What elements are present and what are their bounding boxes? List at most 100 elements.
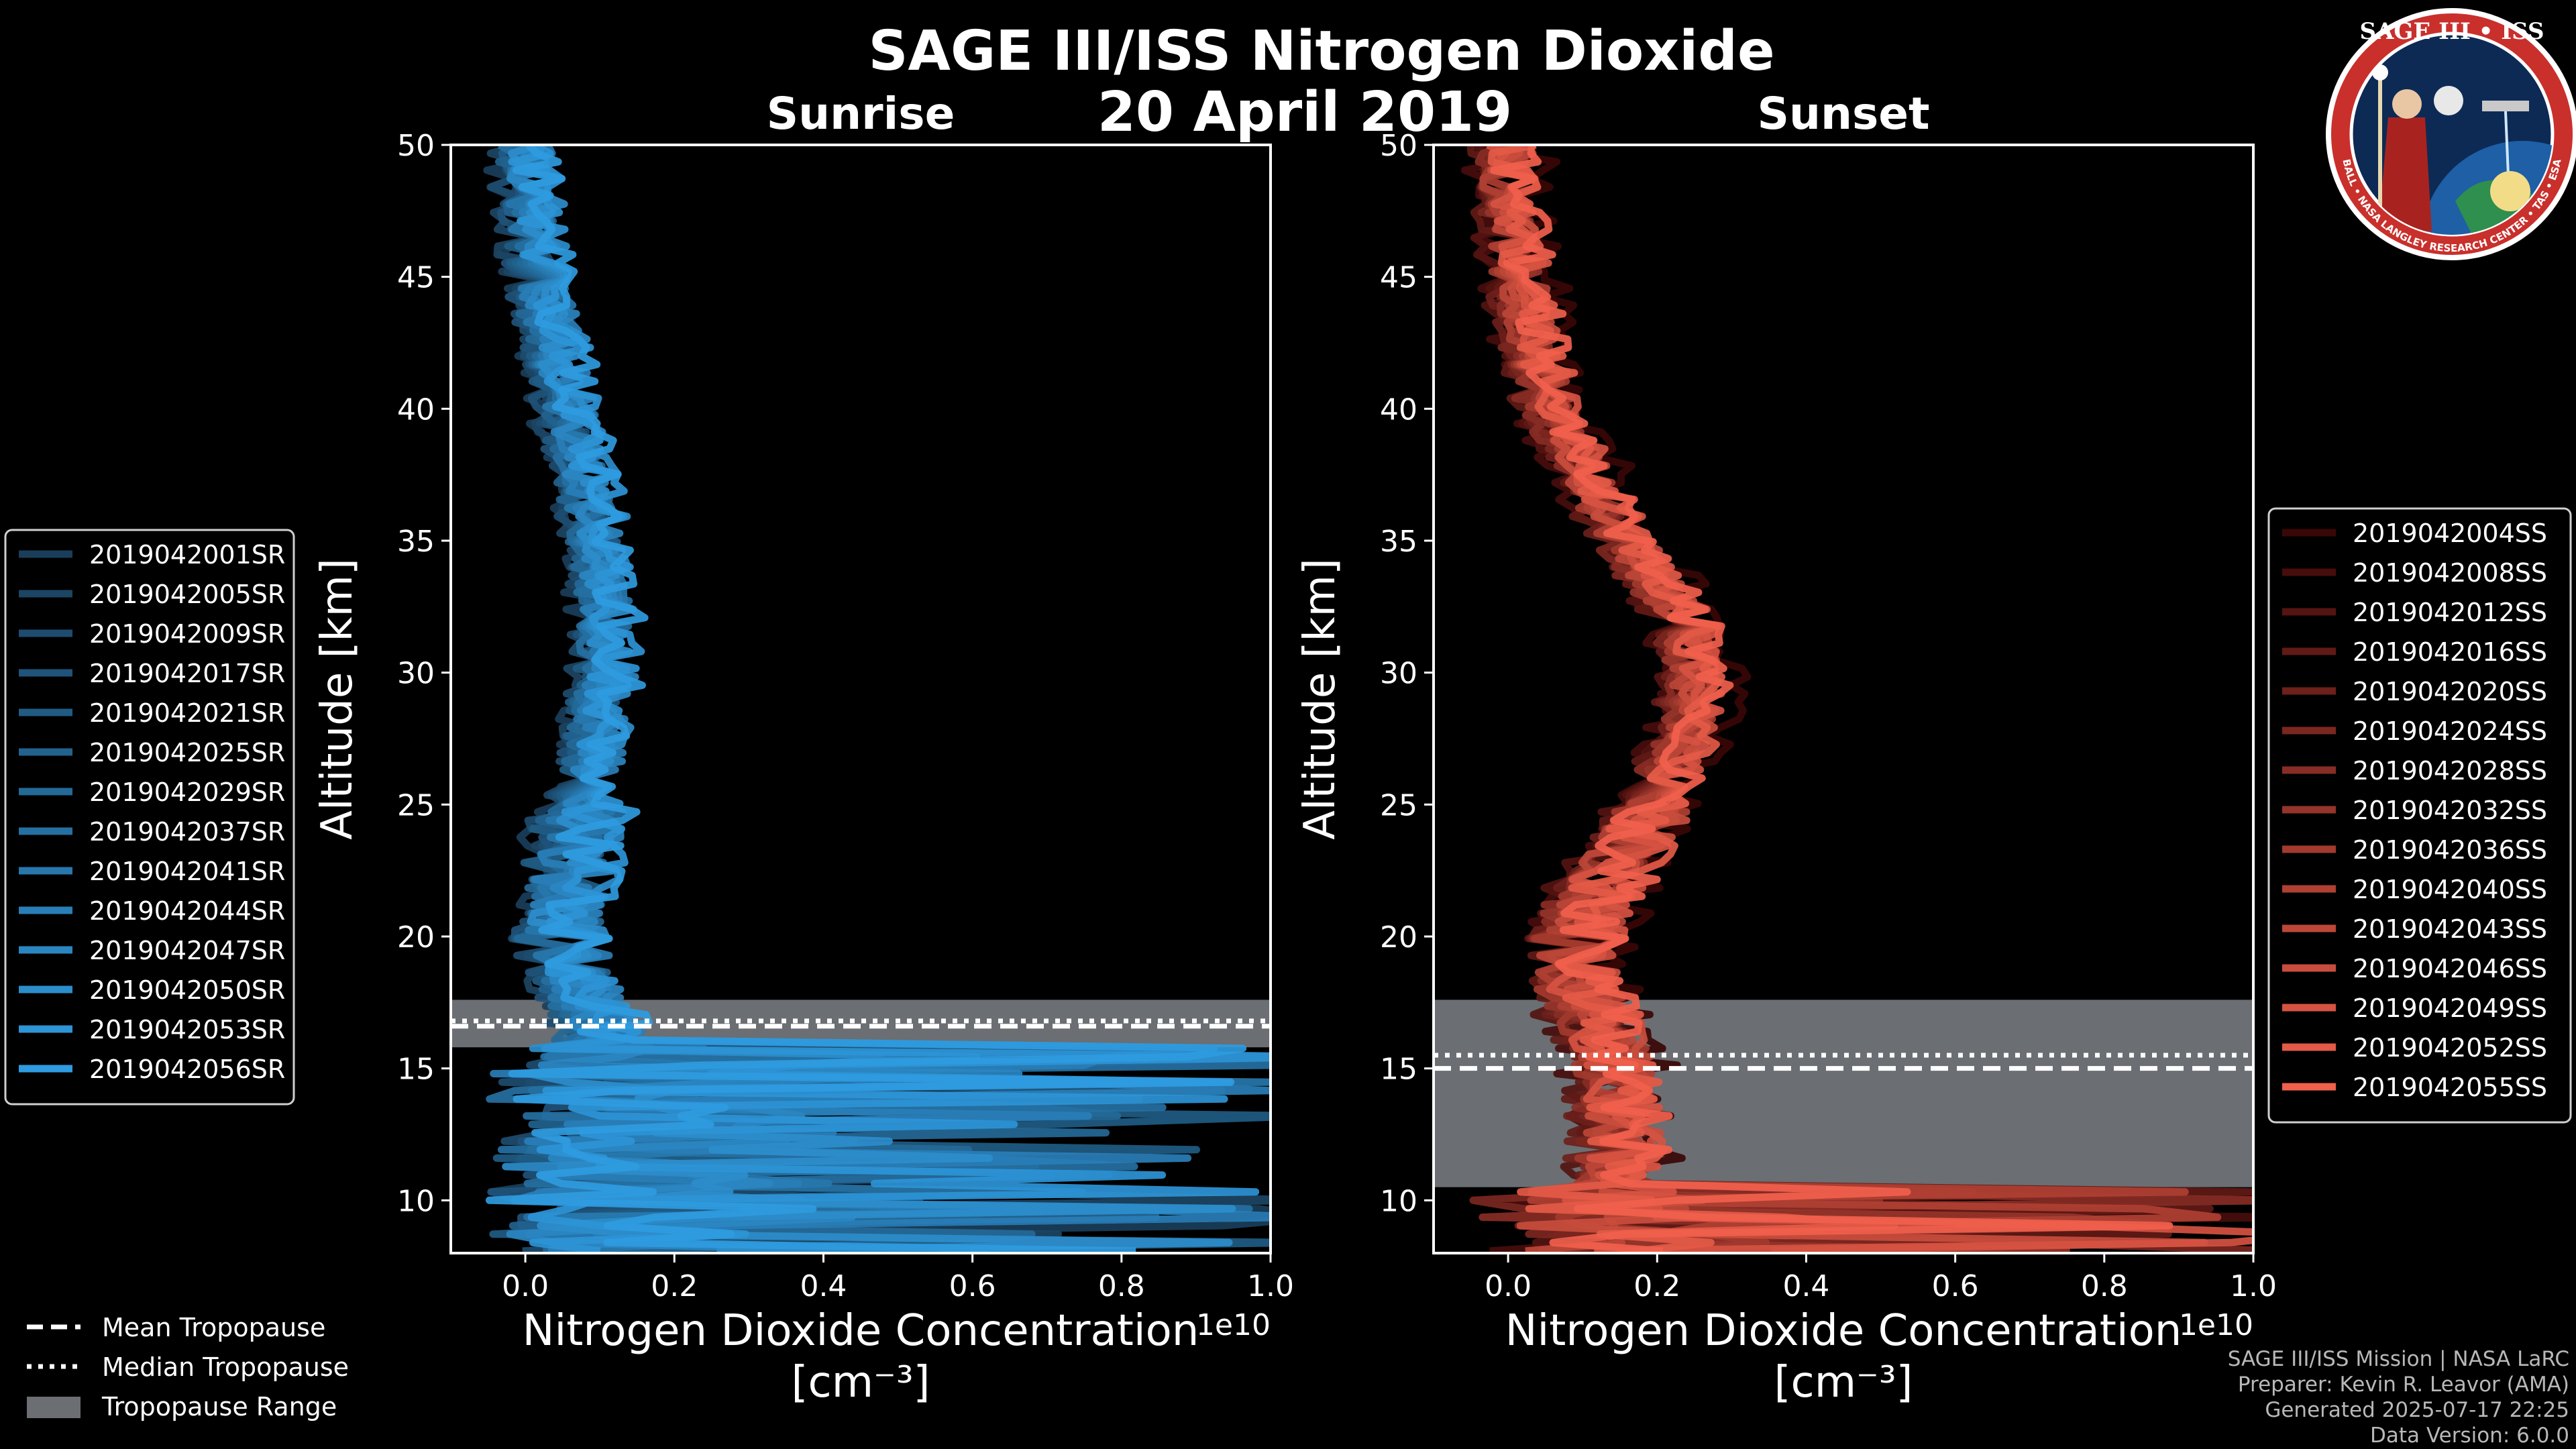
- x-tick-label: 1.0: [2230, 1269, 2277, 1303]
- y-tick-label: 30: [397, 657, 435, 691]
- legend-label: 2019042009SR: [89, 619, 285, 649]
- axes-frame: [449, 144, 1272, 1254]
- legend-label: 2019042056SR: [89, 1055, 285, 1084]
- moon: [2434, 86, 2463, 115]
- credits: SAGE III/ISS Mission | NASA LaRC Prepare…: [2228, 1347, 2569, 1448]
- x-tick-label: 0.8: [1098, 1269, 1145, 1303]
- mean-tropopause-label: Mean Tropopause: [102, 1313, 325, 1342]
- profile-line: [1501, 145, 1752, 1253]
- legend-label: 2019042028SS: [2353, 756, 2547, 786]
- y-axis-label: Altitude [km]: [313, 558, 362, 840]
- profile-line: [485, 145, 1247, 1253]
- y-tick-label: 45: [397, 261, 435, 295]
- legend-label: 2019042052SS: [2353, 1033, 2547, 1063]
- y-tick-label: 10: [1380, 1184, 1417, 1218]
- legend-label: 2019042008SS: [2353, 558, 2547, 588]
- legend-label: 2019042036SS: [2353, 835, 2547, 865]
- x-tick-label: 0.4: [800, 1269, 847, 1303]
- legend-box: [4, 529, 295, 1106]
- y-tick-label: 25: [397, 788, 435, 822]
- legend-label: 2019042047SR: [89, 936, 285, 965]
- axes-frame: [1432, 144, 2255, 1254]
- x-tick-label: 0.2: [651, 1269, 698, 1303]
- y-tick-label: 35: [1380, 525, 1417, 559]
- legend-label: 2019042025SR: [89, 738, 285, 767]
- sunrise-panel: Sunrise 0.0 0.2 0.4 0.6 0.8 1.0 10 15 20 25 30 35 40 4…: [4, 88, 1294, 1407]
- y-tick-label: 35: [397, 525, 435, 559]
- panel-title: Sunrise: [767, 88, 955, 140]
- legend-label: 2019042046SS: [2353, 954, 2547, 983]
- legend-label: 2019042012SS: [2353, 598, 2547, 627]
- y-tick-label: 20: [397, 920, 435, 955]
- legend-label: 2019042020SS: [2353, 677, 2547, 706]
- y-tick-label: 15: [1380, 1053, 1417, 1087]
- iss-station: [2482, 101, 2529, 111]
- y-tick-label: 20: [1380, 920, 1417, 955]
- x-tick-label: 0.2: [1633, 1269, 1680, 1303]
- x-tick-label: 0.8: [2081, 1269, 2128, 1303]
- panel-title: Sunset: [1757, 88, 1929, 140]
- y-tick-label: 40: [1380, 392, 1417, 427]
- x-tick-label: 0.4: [1782, 1269, 1829, 1303]
- legend-label: 2019042032SS: [2353, 796, 2547, 825]
- legend-label: 2019042041SR: [89, 857, 285, 886]
- legend-label: 2019042021SR: [89, 698, 285, 728]
- profile-lines: [483, 145, 1271, 1253]
- x-axis-label: Nitrogen Dioxide Concentration: [1505, 1306, 2182, 1356]
- median-tropopause-label: Median Tropopause: [102, 1352, 349, 1382]
- x-tick-label: 0.0: [1485, 1269, 1532, 1303]
- series-legend: 2019042001SR 2019042005SR 2019042009SR 2019…: [4, 529, 295, 1106]
- legend-label: 2019042049SS: [2353, 994, 2547, 1023]
- y-tick-label: 50: [1380, 129, 1417, 163]
- x-scale-label: 1e10: [2179, 1308, 2253, 1342]
- legend-label: 2019042017SR: [89, 659, 285, 688]
- credit-line: Preparer: Kevin R. Leavor (AMA): [2238, 1373, 2569, 1397]
- legend-label: 2019042044SR: [89, 896, 285, 926]
- sunset-panel: Sunset 0.0 0.2 0.4 0.6 0.8 1.0 10 15 20 25 30 35 40 45…: [1295, 88, 2572, 1407]
- legend-label: 2019042053SR: [89, 1015, 285, 1044]
- legend-label: 2019042040SS: [2353, 875, 2547, 904]
- legend-label: 2019042004SS: [2353, 519, 2547, 548]
- logo-title: SAGE III • ISS: [2359, 18, 2544, 45]
- tropopause-legend: Mean Tropopause Median Tropopause Tropop…: [27, 1313, 349, 1421]
- credit-line: Data Version: 6.0.0: [2370, 1424, 2569, 1448]
- legend-label: 2019042024SS: [2353, 716, 2547, 746]
- y-tick-label: 50: [397, 129, 435, 163]
- credit-line: SAGE III/ISS Mission | NASA LaRC: [2228, 1347, 2569, 1371]
- x-tick-label: 1.0: [1247, 1269, 1294, 1303]
- x-tick-label: 0.0: [502, 1269, 549, 1303]
- figure-title: SAGE III/ISS Nitrogen Dioxide: [868, 19, 1774, 83]
- y-tick-label: 10: [397, 1184, 435, 1218]
- figure-head: [2392, 89, 2422, 119]
- tropopause-range-label: Tropopause Range: [101, 1392, 337, 1421]
- sage-iss-logo: SAGE III • ISS BALL • NASA LANGLEY RESEA…: [2326, 8, 2576, 260]
- legend-label: 2019042050SR: [89, 975, 285, 1005]
- legend-label: 2019042001SR: [89, 540, 285, 570]
- legend-box: [2267, 507, 2572, 1124]
- credit-line: Generated 2025-07-17 22:25: [2265, 1398, 2569, 1422]
- legend-label: 2019042005SR: [89, 580, 285, 609]
- staff-orb: [2372, 64, 2388, 80]
- figure-date: 20 April 2019: [1097, 80, 1512, 144]
- legend-label: 2019042029SR: [89, 777, 285, 807]
- x-tick-label: 0.6: [949, 1269, 996, 1303]
- x-scale-label: 1e10: [1196, 1308, 1271, 1342]
- legend-label: 2019042037SR: [89, 817, 285, 847]
- tropopause-range-swatch: [27, 1397, 80, 1418]
- y-tick-label: 30: [1380, 657, 1417, 691]
- legend-label: 2019042055SS: [2353, 1073, 2547, 1102]
- sun: [2490, 171, 2530, 211]
- x-axis-unit: [cm⁻³]: [792, 1358, 930, 1407]
- y-axis-label: Altitude [km]: [1295, 558, 1345, 840]
- series-legend: 2019042004SS 2019042008SS 2019042012SS 2019…: [2267, 507, 2572, 1124]
- legend-label: 2019042016SS: [2353, 637, 2547, 667]
- profile-line: [486, 145, 1271, 1253]
- y-tick-label: 25: [1380, 788, 1417, 822]
- legend-label: 2019042043SS: [2353, 914, 2547, 944]
- x-axis-unit: [cm⁻³]: [1774, 1358, 1913, 1407]
- y-tick-label: 15: [397, 1053, 435, 1087]
- y-tick-label: 45: [1380, 261, 1417, 295]
- y-tick-label: 40: [397, 392, 435, 427]
- x-axis-label: Nitrogen Dioxide Concentration: [523, 1306, 1199, 1356]
